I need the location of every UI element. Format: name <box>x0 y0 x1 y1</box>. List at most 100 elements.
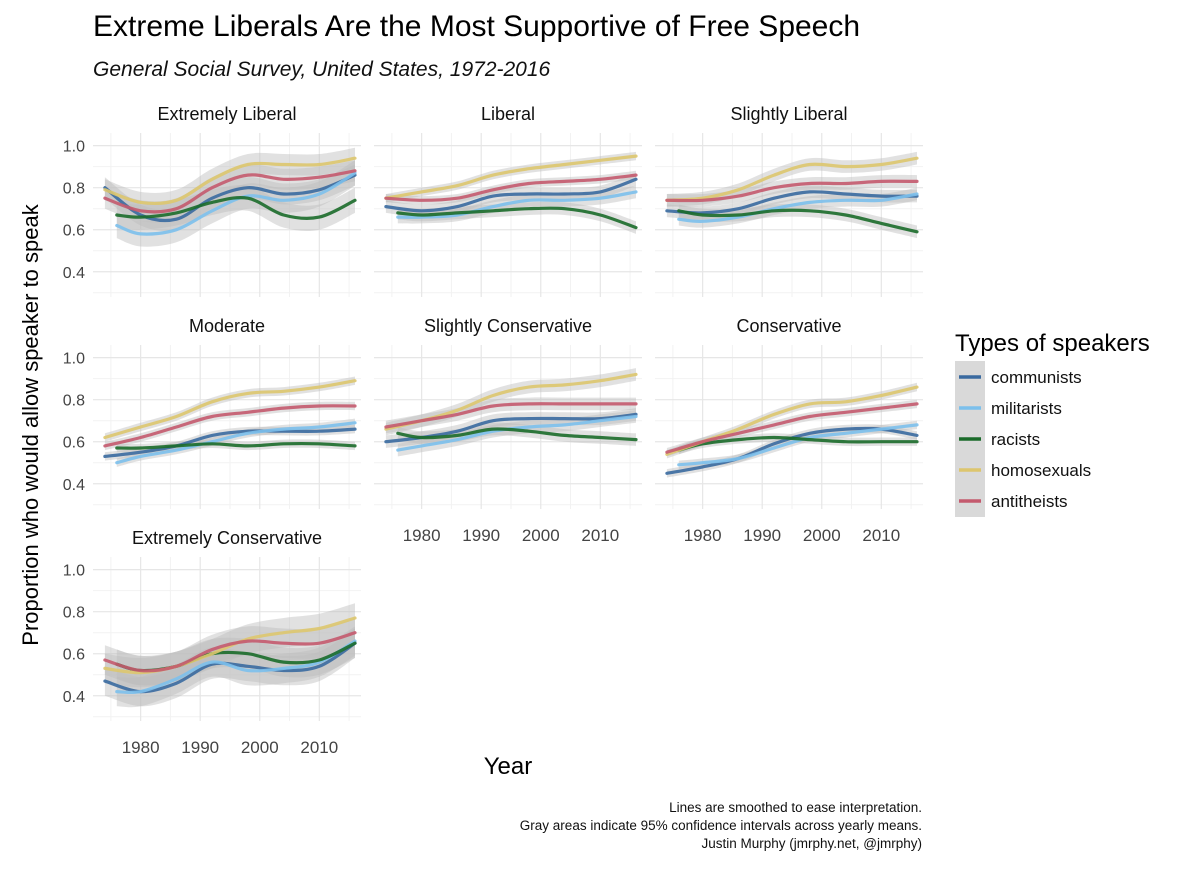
caption-line-1: Lines are smoothed to ease interpretatio… <box>669 800 922 815</box>
series-line-racists <box>115 196 357 220</box>
panel-slightly-conservative: Slightly Conservative 1980 1990 2000 2010 <box>374 316 642 545</box>
ci-band-racists <box>678 203 917 239</box>
x-tick-label: 2010 <box>581 526 619 545</box>
series-line-homosexuals <box>103 379 357 440</box>
series-line-racists <box>396 427 638 442</box>
x-tick-label: 2000 <box>522 526 560 545</box>
legend-title: Types of speakers <box>955 330 1150 357</box>
x-tick-label: 2010 <box>862 526 900 545</box>
caption: Lines are smoothed to ease interpretatio… <box>520 800 922 851</box>
x-tick-label: 1980 <box>684 526 722 545</box>
y-tick-label: 1.0 <box>63 139 85 156</box>
lines-slightly-liberal <box>665 156 919 234</box>
series-line-antitheists <box>384 402 638 429</box>
ci-band-antitheists <box>104 160 356 223</box>
legend-label-homosexuals: homosexuals <box>991 461 1091 480</box>
chart-title: Extreme Liberals Are the Most Supportive… <box>93 10 860 43</box>
series-line-militarists <box>115 171 357 236</box>
series-line-militarists <box>115 421 357 465</box>
panel-extremely-liberal: Extremely Liberal 0.4 0.6 0.8 1.0 <box>63 104 361 297</box>
series-line-racists <box>396 206 638 230</box>
panel-title-liberal: Liberal <box>481 104 535 124</box>
x-tick-label: 2000 <box>241 738 279 757</box>
y-tick-label: 0.6 <box>63 647 85 664</box>
x-tick-label: 2000 <box>803 526 841 545</box>
x-tick-label: 1980 <box>403 526 441 545</box>
series-line-racists <box>115 441 357 450</box>
legend-label-racists: racists <box>991 430 1040 449</box>
series-line-communists <box>103 427 357 458</box>
y-tick-label: 0.6 <box>63 223 85 240</box>
series-line-militarists <box>115 639 357 695</box>
y-tick-label: 0.4 <box>63 265 85 282</box>
series-line-antitheists <box>665 179 919 203</box>
series-line-communists <box>384 177 638 213</box>
y-tick-label: 0.8 <box>63 181 85 198</box>
x-tick-label: 1980 <box>122 738 160 757</box>
panel-moderate: Moderate 0.4 0.6 0.8 1.0 <box>63 316 361 509</box>
ci-band-militarists <box>397 410 636 457</box>
ci-band-militarists <box>116 160 355 247</box>
lines-extremely-conservative <box>103 616 357 695</box>
grid-moderate <box>93 345 361 509</box>
ci-band-homosexuals <box>104 376 356 442</box>
y-tick-label: 0.4 <box>63 689 85 706</box>
series-line-racists <box>677 208 919 234</box>
chart-subtitle: General Social Survey, United States, 19… <box>93 58 551 81</box>
lines-slightly-conservative <box>384 372 638 452</box>
panel-title-slightly-conservative: Slightly Conservative <box>424 316 592 336</box>
series-line-antitheists <box>384 173 638 202</box>
panel-slightly-liberal: Slightly Liberal <box>655 104 923 297</box>
grid-extremely-conservative <box>93 557 361 721</box>
legend-label-militarists: militarists <box>991 399 1062 418</box>
lines-liberal <box>384 154 638 230</box>
ci-band-antitheists <box>666 399 917 457</box>
x-tick-label: 2010 <box>300 738 338 757</box>
series-line-antitheists <box>665 402 919 454</box>
panel-title-moderate: Moderate <box>189 316 265 336</box>
y-tick-label: 0.6 <box>63 435 85 452</box>
series-line-militarists <box>396 190 638 219</box>
series-line-homosexuals <box>665 156 919 202</box>
y-axis-label: Proportion who would allow speaker to sp… <box>18 203 43 645</box>
panel-title-extremely-liberal: Extremely Liberal <box>157 104 296 124</box>
y-tick-label: 0.8 <box>63 605 85 622</box>
y-tick-label: 1.0 <box>63 563 85 580</box>
grid-liberal <box>374 133 642 297</box>
legend: Types of speakers communists militarists r… <box>955 330 1150 517</box>
series-line-antitheists <box>103 631 357 673</box>
series-line-communists <box>665 190 919 215</box>
lines-extremely-liberal <box>103 156 357 236</box>
series-line-militarists <box>677 423 919 467</box>
series-line-homosexuals <box>384 154 638 200</box>
series-line-antitheists <box>103 404 357 448</box>
lines-conservative <box>665 385 919 475</box>
facet-panels: Extremely Liberal 0.4 0.6 0.8 1.0 Liberal Slig… <box>63 104 923 757</box>
x-tick-label: 1990 <box>743 526 781 545</box>
caption-line-2: Gray areas indicate 95% confidence inter… <box>520 818 922 833</box>
panel-title-conservative: Conservative <box>736 316 841 336</box>
panel-extremely-conservative: Extremely Conservative 0.4 0.6 0.8 1.0 1980 19… <box>63 528 361 757</box>
panel-title-slightly-liberal: Slightly Liberal <box>730 104 847 124</box>
y-tick-label: 0.4 <box>63 477 85 494</box>
series-line-homosexuals <box>103 156 357 206</box>
x-tick-label: 1990 <box>462 526 500 545</box>
y-tick-label: 0.8 <box>63 393 85 410</box>
series-line-homosexuals <box>103 616 357 675</box>
grid-slightly-conservative <box>374 345 642 509</box>
lines-moderate <box>103 379 357 465</box>
series-line-militarists <box>677 192 919 223</box>
panel-liberal: Liberal <box>374 104 642 297</box>
series-line-antitheists <box>103 169 357 214</box>
legend-label-communists: communists <box>991 368 1082 387</box>
x-axis-label: Year <box>484 753 533 780</box>
panel-conservative: Conservative 1980 1990 2000 2010 <box>655 316 923 545</box>
series-line-racists <box>677 435 919 452</box>
y-tick-label: 1.0 <box>63 351 85 368</box>
ci-band-antitheists <box>385 397 636 434</box>
ci-band-communists <box>666 424 917 478</box>
legend-label-antitheists: antitheists <box>991 492 1068 511</box>
x-tick-label: 1990 <box>181 738 219 757</box>
